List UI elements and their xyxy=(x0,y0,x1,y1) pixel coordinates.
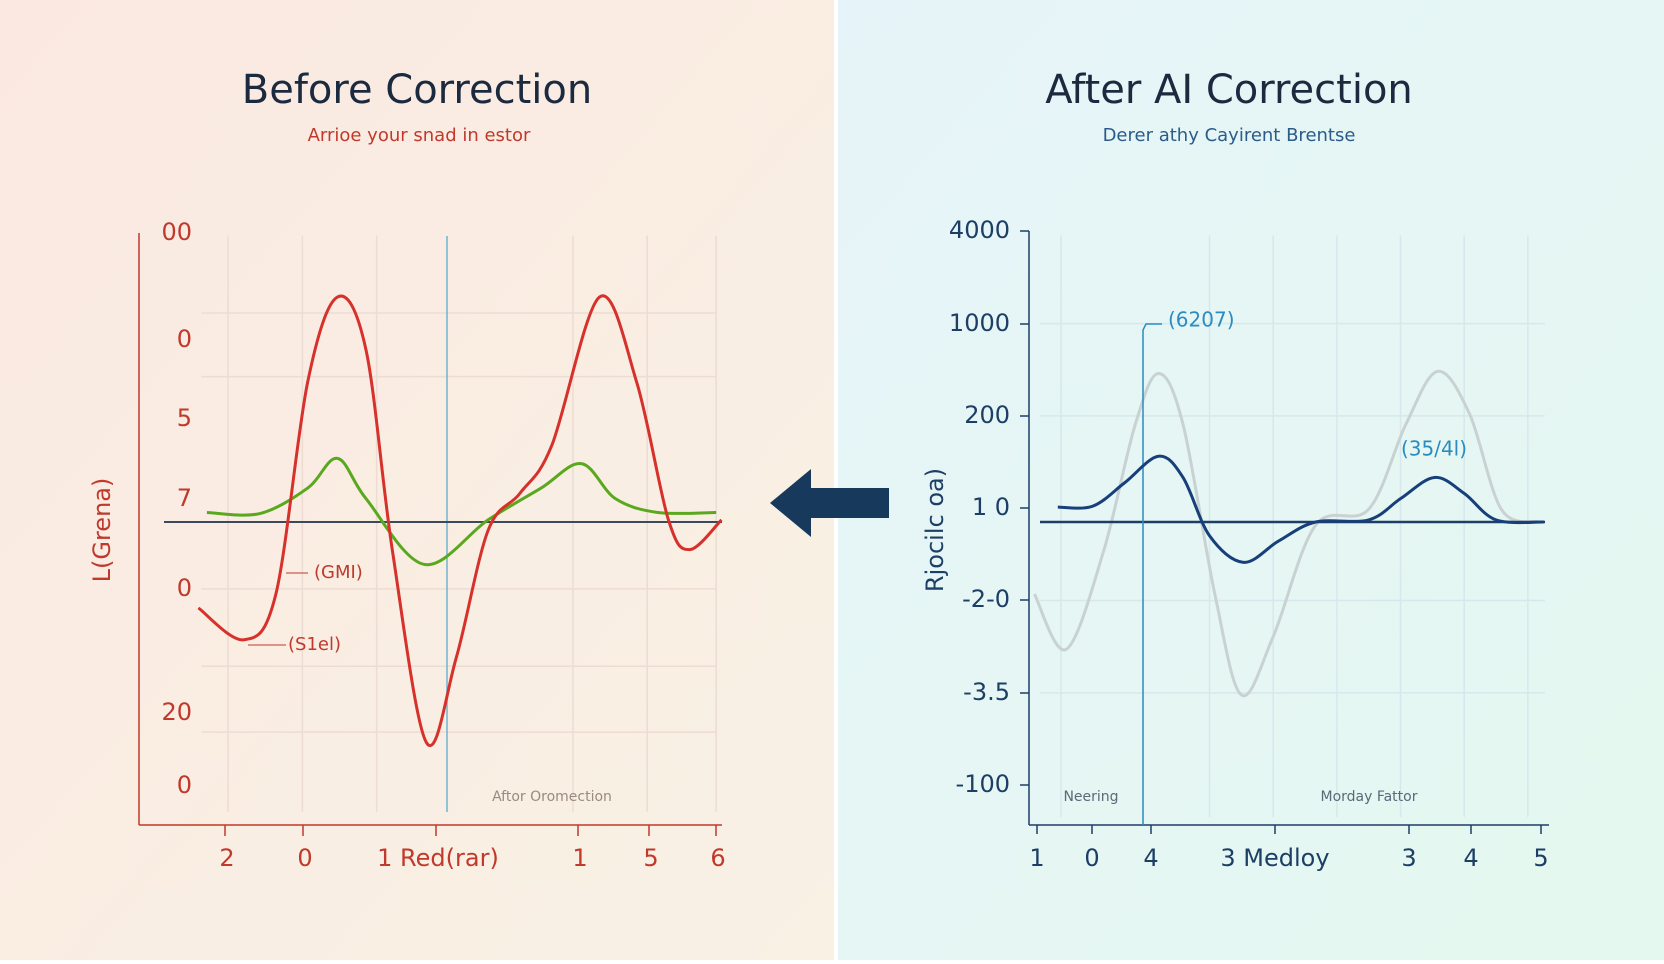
footer-label: Morday Fattor xyxy=(1320,789,1417,805)
x-tick-label: 1 xyxy=(1029,844,1044,872)
marker-line xyxy=(1142,323,1162,825)
right-title: After AI Correction xyxy=(1045,67,1413,113)
x-tick-label: 4 xyxy=(1463,844,1478,872)
x-tick-label: 0 xyxy=(1084,844,1099,872)
y-tick-label: 00 xyxy=(161,218,192,246)
annotation: (S1el) xyxy=(288,634,341,655)
y-tick-label: -100 xyxy=(956,770,1010,798)
y-tick-label: 0 xyxy=(177,771,192,799)
annotation: (35/4l) xyxy=(1401,437,1467,461)
y-tick-label: 0 xyxy=(177,574,192,602)
x-tick-label: 2 xyxy=(219,844,234,872)
left-y-axis-label: L(Grena) xyxy=(88,478,116,583)
green-curve xyxy=(206,456,717,566)
y-tick-label: 7 xyxy=(177,484,192,512)
blue-curve xyxy=(1057,454,1544,564)
left-title: Before Correction xyxy=(242,67,592,113)
left-subtitle: Arrioe your snad in estor xyxy=(308,125,531,146)
y-tick-label: 5 xyxy=(177,404,192,432)
annotation: (GMI) xyxy=(314,562,363,583)
right-subtitle: Derer athy Cayirent Brentse xyxy=(1103,125,1356,146)
right-panel-bg xyxy=(835,0,1664,960)
right-y-axis-label: Rjocilc oa) xyxy=(921,468,949,592)
x-tick-label: 5 xyxy=(643,844,658,872)
x-tick-label: 1 Red(rar) xyxy=(377,844,499,872)
y-tick-label: -3.5 xyxy=(963,678,1010,706)
footer-label: Neering xyxy=(1063,789,1118,805)
x-tick-label: 4 xyxy=(1143,844,1158,872)
x-tick-label: 5 xyxy=(1533,844,1548,872)
x-tick-label: 6 xyxy=(710,844,725,872)
y-tick-label: 1 0 xyxy=(972,493,1010,521)
y-tick-label: 4000 xyxy=(949,216,1010,244)
footer-label: Aftor Oromection xyxy=(492,789,612,805)
y-tick-label: 1000 xyxy=(949,309,1010,337)
annotation: (6207) xyxy=(1168,308,1235,332)
x-tick-label: 1 xyxy=(572,844,587,872)
y-tick-label: -2-0 xyxy=(962,585,1010,613)
y-tick-label: 200 xyxy=(964,401,1010,429)
x-tick-label: 3 xyxy=(1401,844,1416,872)
x-tick-label: 0 xyxy=(297,844,312,872)
x-tick-label: 3 Medloy xyxy=(1220,844,1329,872)
arrow xyxy=(770,469,889,537)
y-tick-label: 0 xyxy=(177,325,192,353)
y-tick-label: 20 xyxy=(161,698,192,726)
red-curve xyxy=(197,294,723,747)
ghost-curve xyxy=(1033,369,1539,698)
